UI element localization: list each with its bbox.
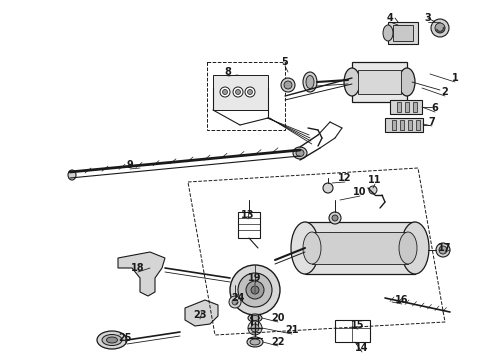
Bar <box>385 118 423 132</box>
Ellipse shape <box>102 334 122 346</box>
Bar <box>305 222 415 274</box>
Ellipse shape <box>303 72 317 92</box>
Ellipse shape <box>399 68 415 96</box>
Bar <box>312 232 408 264</box>
Circle shape <box>251 286 259 294</box>
Text: 5: 5 <box>282 57 289 67</box>
Text: 23: 23 <box>193 310 207 320</box>
Text: 4: 4 <box>387 13 393 23</box>
Bar <box>392 120 396 130</box>
Circle shape <box>441 31 443 32</box>
Text: 16: 16 <box>395 295 409 305</box>
Text: 22: 22 <box>271 337 285 347</box>
Text: 14: 14 <box>355 343 369 353</box>
Circle shape <box>284 81 292 89</box>
Text: 21: 21 <box>285 325 299 335</box>
Ellipse shape <box>106 337 118 343</box>
Circle shape <box>329 212 341 224</box>
Circle shape <box>443 27 445 29</box>
Bar <box>408 120 412 130</box>
Polygon shape <box>185 300 218 326</box>
Circle shape <box>251 324 259 332</box>
Ellipse shape <box>68 170 76 180</box>
Circle shape <box>220 87 230 97</box>
Ellipse shape <box>306 76 314 89</box>
Bar <box>393 25 413 41</box>
Circle shape <box>232 299 238 305</box>
Bar <box>390 100 422 114</box>
Circle shape <box>247 90 252 94</box>
Ellipse shape <box>97 331 127 349</box>
Bar <box>400 120 404 130</box>
Ellipse shape <box>296 149 304 157</box>
Circle shape <box>436 29 438 31</box>
Bar <box>413 102 417 112</box>
Bar <box>405 102 409 112</box>
Text: 18: 18 <box>131 263 145 273</box>
Circle shape <box>229 296 241 308</box>
Circle shape <box>436 243 450 257</box>
Bar <box>207 62 285 130</box>
Circle shape <box>442 29 444 31</box>
Bar <box>416 120 420 130</box>
Circle shape <box>323 183 333 193</box>
Ellipse shape <box>250 339 260 345</box>
Text: 6: 6 <box>432 103 439 113</box>
Text: 24: 24 <box>231 293 245 303</box>
Ellipse shape <box>344 68 360 96</box>
Bar <box>397 102 401 112</box>
Text: 1: 1 <box>452 73 458 83</box>
Text: 13: 13 <box>241 210 255 220</box>
Circle shape <box>369 186 377 194</box>
Ellipse shape <box>291 222 319 274</box>
Text: 10: 10 <box>353 187 367 197</box>
Circle shape <box>431 19 449 37</box>
Circle shape <box>437 31 439 32</box>
Text: 25: 25 <box>118 333 132 343</box>
Circle shape <box>245 87 255 97</box>
Text: 17: 17 <box>438 243 452 253</box>
Circle shape <box>281 78 295 92</box>
Circle shape <box>246 281 264 299</box>
Text: 7: 7 <box>429 117 436 127</box>
Text: 15: 15 <box>351 320 365 330</box>
Text: 2: 2 <box>441 87 448 97</box>
Circle shape <box>238 273 272 307</box>
Bar <box>335 320 370 342</box>
Circle shape <box>248 321 262 335</box>
Text: 3: 3 <box>425 13 431 23</box>
Ellipse shape <box>248 314 262 322</box>
Text: 12: 12 <box>338 173 352 183</box>
Circle shape <box>236 90 241 94</box>
Ellipse shape <box>401 222 429 274</box>
Ellipse shape <box>399 232 417 264</box>
Bar <box>352 62 407 102</box>
Ellipse shape <box>303 232 321 264</box>
Circle shape <box>332 215 338 221</box>
Circle shape <box>435 23 445 33</box>
Bar <box>238 212 260 238</box>
Bar <box>388 22 418 44</box>
Text: 9: 9 <box>126 160 133 170</box>
Text: 19: 19 <box>248 273 262 283</box>
Circle shape <box>439 31 441 33</box>
Polygon shape <box>118 252 165 296</box>
Circle shape <box>233 87 243 97</box>
Text: 20: 20 <box>271 313 285 323</box>
Circle shape <box>439 246 447 254</box>
Text: 11: 11 <box>368 175 382 185</box>
Ellipse shape <box>383 25 393 41</box>
Ellipse shape <box>250 315 260 320</box>
Ellipse shape <box>293 147 307 159</box>
Text: 8: 8 <box>224 67 231 77</box>
Bar <box>213 75 268 110</box>
Bar <box>358 70 401 94</box>
Circle shape <box>230 265 280 315</box>
Ellipse shape <box>247 337 263 347</box>
Circle shape <box>222 90 227 94</box>
